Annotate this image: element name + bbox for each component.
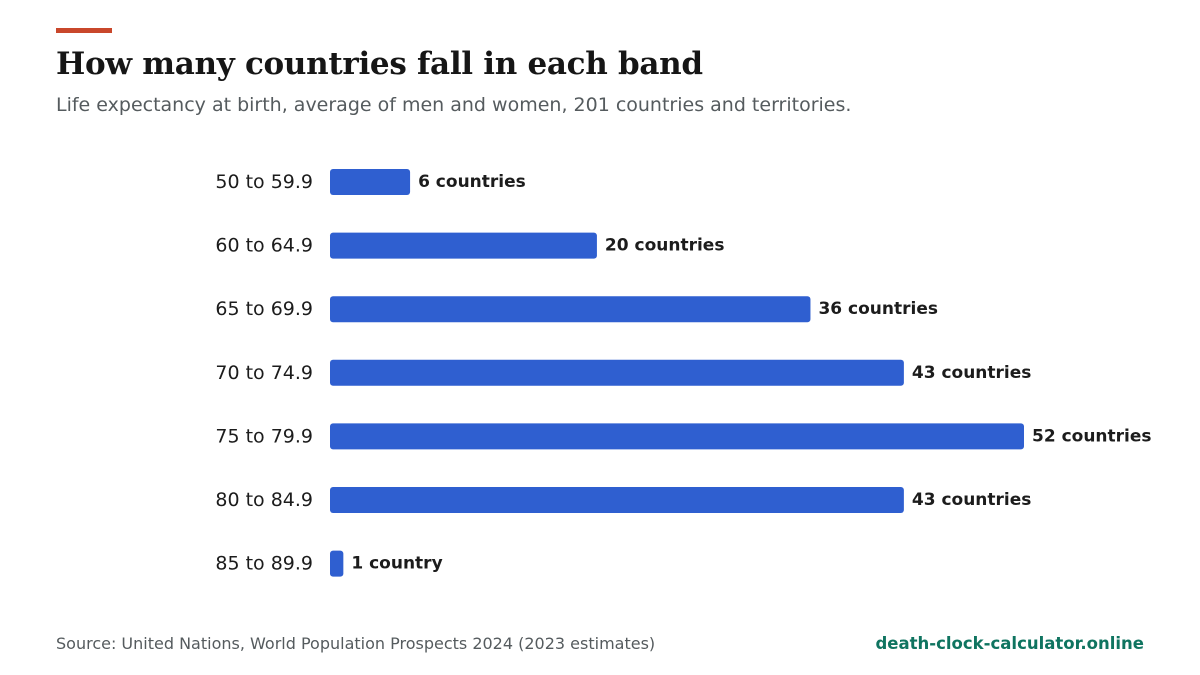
bar <box>330 232 597 259</box>
chart-title: How many countries fall in each band <box>56 46 703 82</box>
chart-subtitle: Life expectancy at birth, average of men… <box>56 94 852 116</box>
source-note: Source: United Nations, World Population… <box>56 634 656 653</box>
bar <box>330 169 411 195</box>
category-label: 65 to 69.9 <box>215 298 313 320</box>
category-label: 75 to 79.9 <box>215 425 313 447</box>
value-label: 36 countries <box>818 299 938 319</box>
bar <box>330 487 904 513</box>
category-label: 80 to 84.9 <box>215 489 313 511</box>
category-label: 60 to 64.9 <box>215 235 313 257</box>
category-label: 50 to 59.9 <box>215 171 313 193</box>
value-label: 1 country <box>351 554 442 574</box>
accent-rule <box>56 28 112 33</box>
value-label: 52 countries <box>1032 426 1152 446</box>
value-label: 43 countries <box>912 490 1032 510</box>
brand-link[interactable]: death-clock-calculator.online <box>875 634 1145 653</box>
value-label: 43 countries <box>912 363 1032 383</box>
bar <box>330 423 1024 450</box>
value-label: 6 countries <box>418 172 526 192</box>
bar <box>330 359 904 386</box>
value-label: 20 countries <box>605 236 725 256</box>
category-label: 85 to 89.9 <box>215 553 313 575</box>
bar <box>330 550 344 577</box>
category-label: 70 to 74.9 <box>215 362 313 384</box>
bar <box>330 296 811 323</box>
